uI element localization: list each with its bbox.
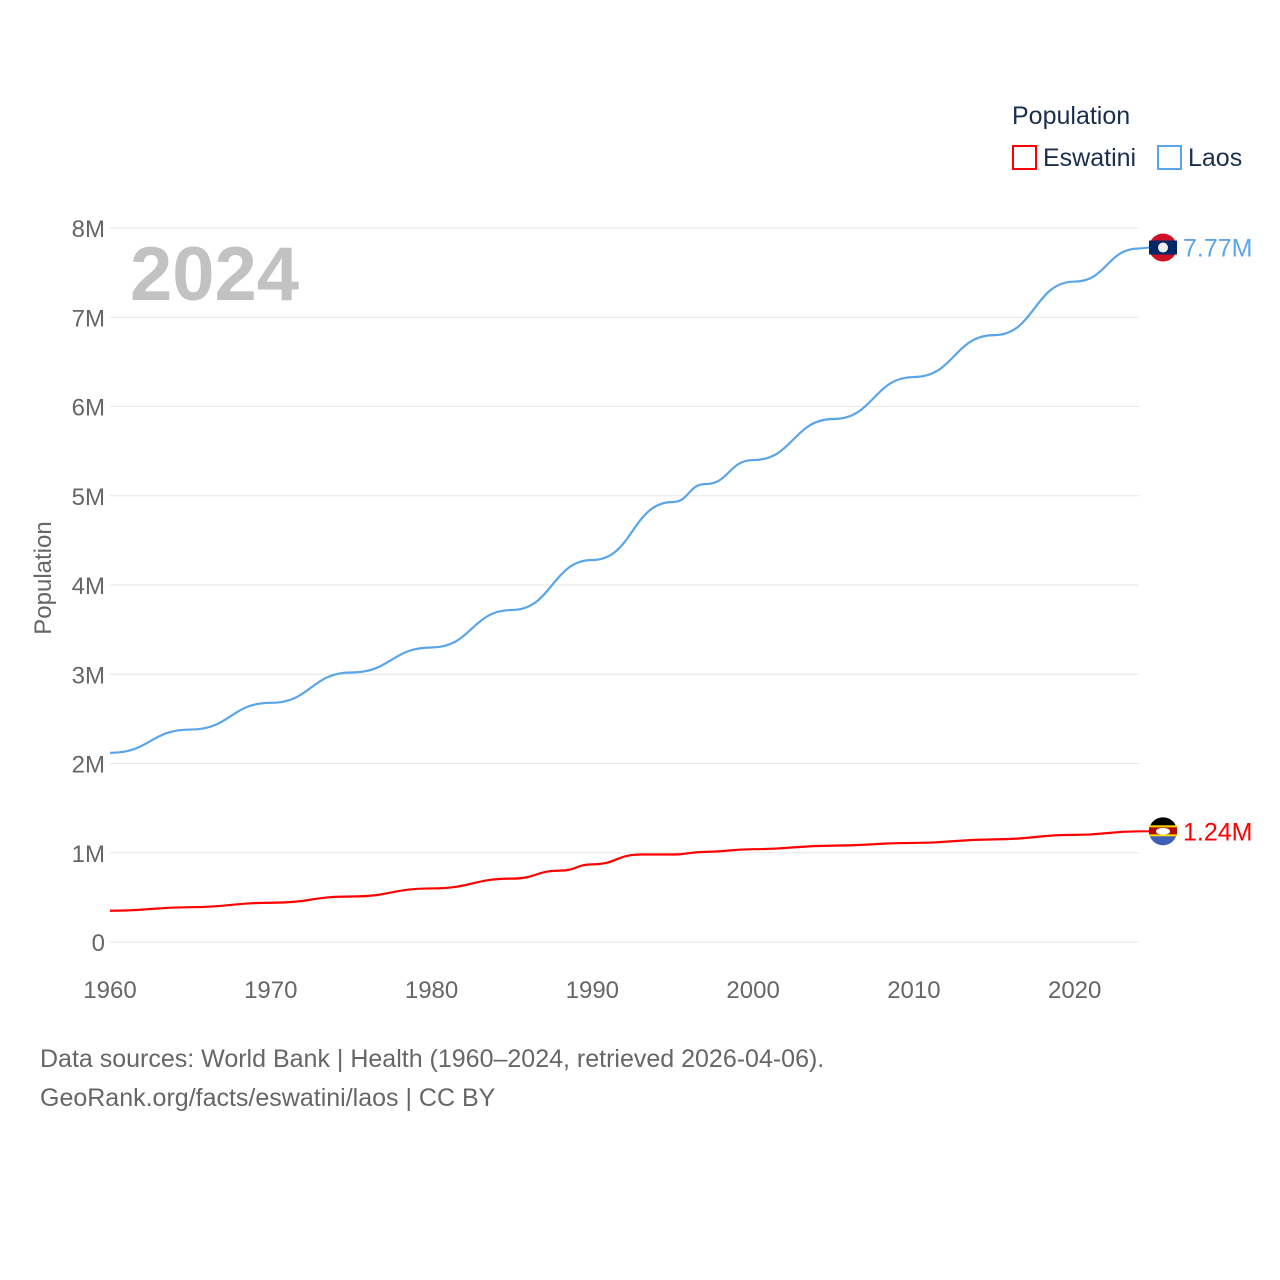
year-label: 2024 — [130, 232, 299, 317]
y-tick-label: 1M — [72, 841, 105, 868]
laos-flag-disc — [1158, 242, 1168, 253]
y-tick-label: 0 — [92, 930, 105, 957]
end-label-laos: 7.77M — [1183, 235, 1252, 263]
legend-swatch-laos — [1157, 145, 1182, 170]
legend-label-laos: Laos — [1188, 144, 1242, 172]
x-tick-label: 2000 — [726, 977, 779, 1004]
y-tick-label: 8M — [72, 216, 105, 243]
legend-label-eswatini: Eswatini — [1043, 144, 1136, 172]
legend-title: Population — [1012, 102, 1130, 130]
x-tick-label: 1960 — [83, 977, 136, 1004]
y-tick-label: 5M — [72, 484, 105, 511]
y-tick-label: 7M — [72, 305, 105, 332]
end-label-eswatini: 1.24M — [1183, 818, 1252, 846]
y-axis-label: Population — [30, 521, 57, 634]
y-tick-label: 2M — [72, 752, 105, 779]
y-tick-label: 4M — [72, 573, 105, 600]
footer-link[interactable]: GeoRank.org/facts/eswatini/laos | CC BY — [40, 1084, 496, 1112]
eswatini-flag-shield — [1156, 827, 1170, 835]
connector-line — [1138, 246, 1150, 250]
series-line-eswatini — [109, 830, 1140, 912]
series-line-laos — [109, 247, 1140, 754]
legend-swatch-eswatini — [1012, 145, 1037, 170]
footer-sources: Data sources: World Bank | Health (1960–… — [40, 1045, 825, 1073]
x-tick-label: 1980 — [405, 977, 458, 1004]
y-tick-label: 6M — [72, 395, 105, 422]
y-tick-label: 3M — [72, 662, 105, 689]
x-tick-label: 2010 — [887, 977, 940, 1004]
x-tick-label: 1970 — [244, 977, 297, 1004]
x-tick-label: 1990 — [566, 977, 619, 1004]
x-tick-label: 2020 — [1048, 977, 1101, 1004]
